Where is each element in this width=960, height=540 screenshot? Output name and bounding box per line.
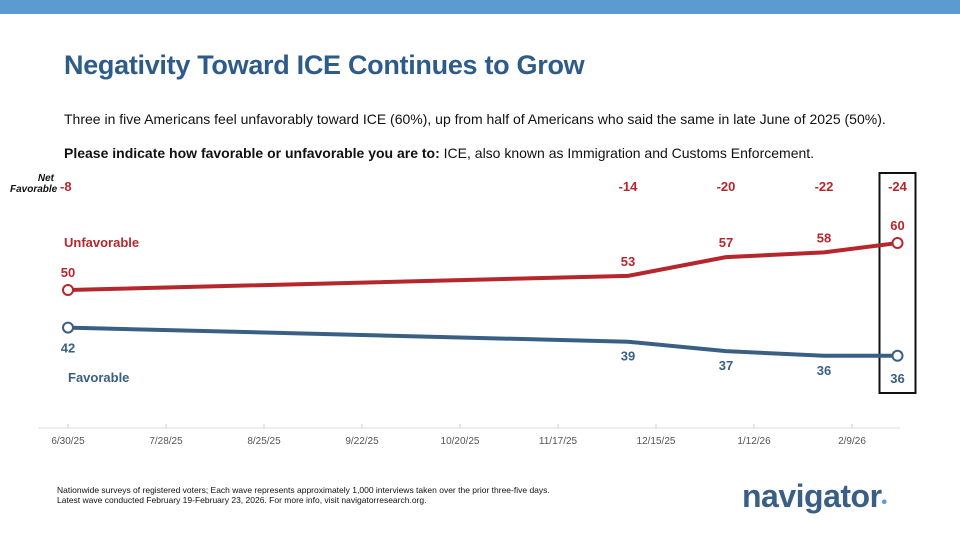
net-favorable-value: -22 — [815, 179, 834, 194]
unfavorable-marker — [891, 237, 904, 249]
latest-wave-highlight-box — [878, 172, 917, 394]
footnote: Nationwide surveys of registered voters;… — [57, 485, 550, 505]
x-tick-label: 1/12/26 — [737, 436, 771, 447]
unfavorable-line — [67, 241, 898, 292]
x-tick-label: 8/25/25 — [247, 436, 281, 447]
unfavorable-data-label: 58 — [817, 230, 831, 245]
net-favorable-value: -20 — [717, 179, 736, 194]
unfavorable-data-label: 57 — [719, 235, 733, 250]
net-label-2: Favorable — [10, 184, 58, 195]
x-tick-label: 2/9/26 — [838, 436, 866, 447]
favorable-marker — [891, 349, 904, 362]
question-bold: Please indicate how favorable or unfavor… — [64, 145, 440, 161]
favorable-data-label: 39 — [621, 349, 635, 364]
top-bar — [0, 0, 960, 14]
favorable-line — [67, 325, 898, 358]
x-tick-label: 9/22/25 — [345, 436, 379, 447]
x-tick-label: 7/28/25 — [149, 436, 183, 447]
unfavorable-marker — [62, 284, 74, 296]
navigator-logo: navigator• — [742, 478, 887, 514]
unfavorable-data-label: 50 — [61, 265, 75, 280]
net-favorable-value: -24 — [888, 179, 908, 194]
net-favorable-label: Net Favorable — [10, 173, 58, 195]
subtitle: Three in five Americans feel unfavorably… — [64, 111, 886, 127]
legend-favorable: Favorable — [68, 370, 129, 385]
x-tick-label: 11/17/25 — [539, 436, 578, 447]
favorable-data-label: 37 — [719, 358, 733, 373]
legend-unfavorable: Unfavorable — [64, 235, 139, 250]
unfavorable-data-label: 53 — [621, 254, 635, 269]
favorable-data-label: 36 — [817, 363, 831, 378]
x-tick-label: 6/30/25 — [51, 436, 85, 447]
question: Please indicate how favorable or unfavor… — [64, 145, 814, 161]
x-tick-label: 12/15/25 — [637, 436, 676, 447]
question-rest: ICE, also known as Immigration and Custo… — [439, 145, 815, 161]
favorable-data-label: 36 — [890, 371, 904, 386]
unfavorable-data-label: 60 — [890, 218, 904, 233]
footnote-line-1: Nationwide surveys of registered voters;… — [57, 485, 550, 495]
net-favorable-value: -14 — [619, 179, 639, 194]
net-label-1: Net — [37, 173, 54, 184]
net-favorable-value: -8 — [60, 179, 72, 194]
favorable-marker — [62, 321, 74, 334]
x-tick-label: 10/20/25 — [441, 436, 480, 447]
favorable-data-label: 42 — [61, 341, 75, 356]
page-title: Negativity Toward ICE Continues to Grow — [64, 50, 585, 80]
footnote-line-2: Latest wave conducted February 19-Februa… — [57, 495, 427, 505]
